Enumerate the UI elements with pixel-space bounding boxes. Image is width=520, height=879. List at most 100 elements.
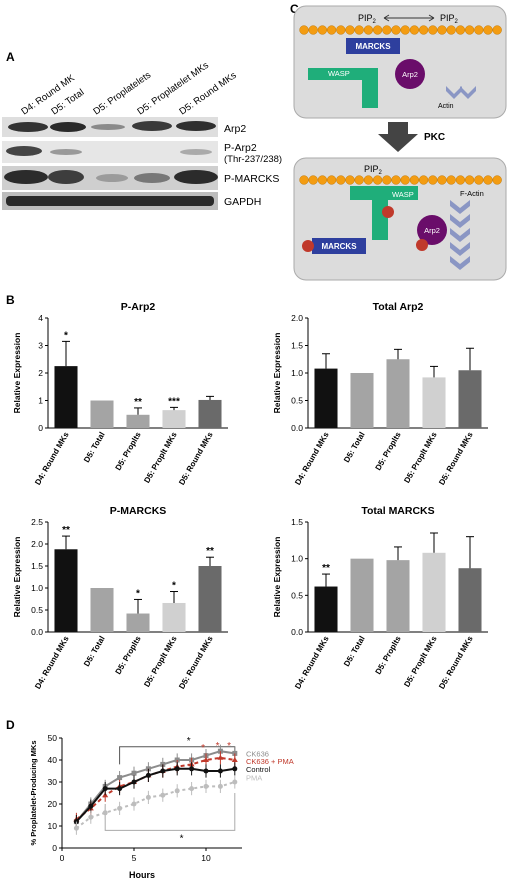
data-point bbox=[117, 775, 123, 781]
phospho-mark bbox=[382, 206, 394, 218]
x-tick-label: D5: Proplts bbox=[114, 634, 143, 676]
significance-mark: *** bbox=[168, 396, 180, 407]
x-tick-label: D5: Round MKs bbox=[437, 430, 475, 487]
data-point bbox=[73, 819, 79, 825]
wasp-label-top: WASP bbox=[328, 69, 350, 78]
bar bbox=[198, 566, 222, 632]
bar bbox=[90, 588, 114, 632]
significance-mark: ** bbox=[62, 525, 70, 536]
marcks-label-bottom: MARCKS bbox=[321, 242, 357, 251]
y-tick-label: 2 bbox=[38, 368, 43, 378]
y-tick-label: 50 bbox=[48, 733, 58, 743]
data-point bbox=[88, 803, 94, 809]
significance-mark: ** bbox=[134, 397, 142, 408]
y-tick-label: 0.0 bbox=[31, 627, 43, 637]
data-point bbox=[203, 768, 209, 774]
data-point bbox=[217, 754, 224, 760]
y-tick-label: 0.5 bbox=[291, 396, 303, 406]
panel-a-label: A bbox=[6, 50, 15, 64]
significance-mark: * bbox=[227, 741, 231, 752]
significance-mark: * bbox=[64, 330, 68, 341]
pkc-arrow-icon bbox=[378, 122, 418, 152]
y-tick-label: 0.0 bbox=[291, 423, 303, 433]
bar bbox=[162, 602, 186, 632]
phospho-mark bbox=[416, 239, 428, 251]
x-tick-label: 0 bbox=[60, 853, 65, 863]
bar bbox=[422, 377, 446, 428]
x-tick-label: 10 bbox=[201, 853, 211, 863]
cell-after bbox=[293, 157, 507, 281]
arp2-bottom bbox=[417, 215, 447, 245]
bar-chart-total-marcks: Total MARCKS 0.0 0.5 1.0 1.5 Relative Express… bbox=[272, 505, 488, 691]
bar bbox=[54, 549, 78, 632]
significance-mark: * bbox=[187, 736, 191, 747]
bar-chart-p-arp2: P-Arp2 0 1 2 3 4 Relative Expression * D4: Round… bbox=[12, 301, 228, 487]
significance-mark: * bbox=[216, 741, 220, 752]
bar bbox=[314, 586, 338, 632]
data-point bbox=[117, 786, 123, 792]
panel-b-label: B bbox=[6, 293, 15, 307]
y-axis-label: Relative Expression bbox=[12, 537, 22, 618]
actin-label: Actin bbox=[438, 103, 454, 110]
y-tick-label: 1.0 bbox=[291, 554, 303, 564]
y-axis-label: % Proplatelet-Producing MKs bbox=[29, 740, 38, 845]
y-tick-label: 0.0 bbox=[291, 627, 303, 637]
bottom-bracket bbox=[104, 793, 236, 831]
data-point bbox=[145, 772, 151, 778]
data-point bbox=[189, 766, 195, 772]
blot-strips bbox=[2, 117, 218, 210]
significance-mark: * bbox=[136, 588, 140, 599]
chart-title-2: Total Arp2 bbox=[373, 301, 424, 313]
x-tick-label: D4: Round MKs bbox=[33, 634, 71, 691]
data-point bbox=[217, 768, 223, 774]
y-axis-label: Relative Expression bbox=[12, 333, 22, 414]
bar bbox=[458, 568, 482, 632]
legend-entry: Control bbox=[246, 765, 271, 774]
series-line bbox=[75, 750, 235, 823]
x-tick-label: D4: Round MKs bbox=[293, 634, 331, 691]
y-tick-label: 1 bbox=[38, 396, 43, 406]
legend-entry: PMA bbox=[246, 774, 262, 783]
x-tick-label: D5: Proplt MKs bbox=[402, 634, 439, 689]
data-point bbox=[174, 766, 180, 772]
bar bbox=[198, 399, 222, 428]
bar bbox=[458, 370, 482, 428]
bar bbox=[126, 414, 150, 428]
arp2-top bbox=[395, 59, 425, 89]
pathway-schematic: PIP2 PIP2 MARCKS WASP Arp2 Actin PKC PIP… bbox=[293, 5, 507, 281]
marcks-box-bottom bbox=[312, 238, 366, 254]
membrane-bottom bbox=[299, 175, 502, 185]
data-point bbox=[160, 768, 166, 774]
factin-label: F-Actin bbox=[460, 189, 484, 198]
x-tick-label: D5: Proplt MKs bbox=[402, 430, 439, 485]
pkc-label: PKC bbox=[424, 132, 445, 143]
bar bbox=[386, 560, 410, 632]
data-point bbox=[232, 766, 238, 772]
data-point bbox=[145, 794, 151, 800]
bar-chart-total-arp2: Total Arp2 0.0 0.5 1.0 1.5 2.0 Relative Expres… bbox=[272, 301, 488, 487]
pip2-left: PIP2 bbox=[358, 13, 377, 25]
significance-mark: * bbox=[172, 581, 176, 592]
data-point bbox=[174, 788, 180, 794]
bar bbox=[90, 400, 114, 428]
wasp-label-bottom: WASP bbox=[392, 190, 414, 199]
y-tick-label: 2.0 bbox=[291, 313, 303, 323]
double-arrow-icon bbox=[383, 14, 435, 22]
x-tick-label: D5: Proplt MKs bbox=[142, 634, 179, 689]
y-tick-label: 30 bbox=[48, 777, 58, 787]
x-tick-label: D5: Proplts bbox=[374, 430, 403, 472]
row-label-pmarcks: P-MARCKS bbox=[224, 173, 279, 185]
pip2-right: PIP2 bbox=[440, 13, 459, 25]
data-point bbox=[131, 779, 137, 785]
data-point bbox=[203, 783, 209, 789]
panel-d-label: D bbox=[6, 718, 15, 732]
phospho-mark bbox=[302, 240, 314, 252]
bar bbox=[350, 558, 374, 632]
data-point bbox=[131, 770, 137, 776]
membrane-top bbox=[299, 25, 502, 35]
row-label-parp2-site: (Thr-237/238) bbox=[224, 154, 282, 165]
x-tick-label: D5: Proplts bbox=[374, 634, 403, 676]
x-tick-label: D5: Total bbox=[342, 635, 367, 669]
wasp-shape-top bbox=[308, 68, 378, 108]
x-tick-label: D5: Round MKs bbox=[437, 634, 475, 691]
